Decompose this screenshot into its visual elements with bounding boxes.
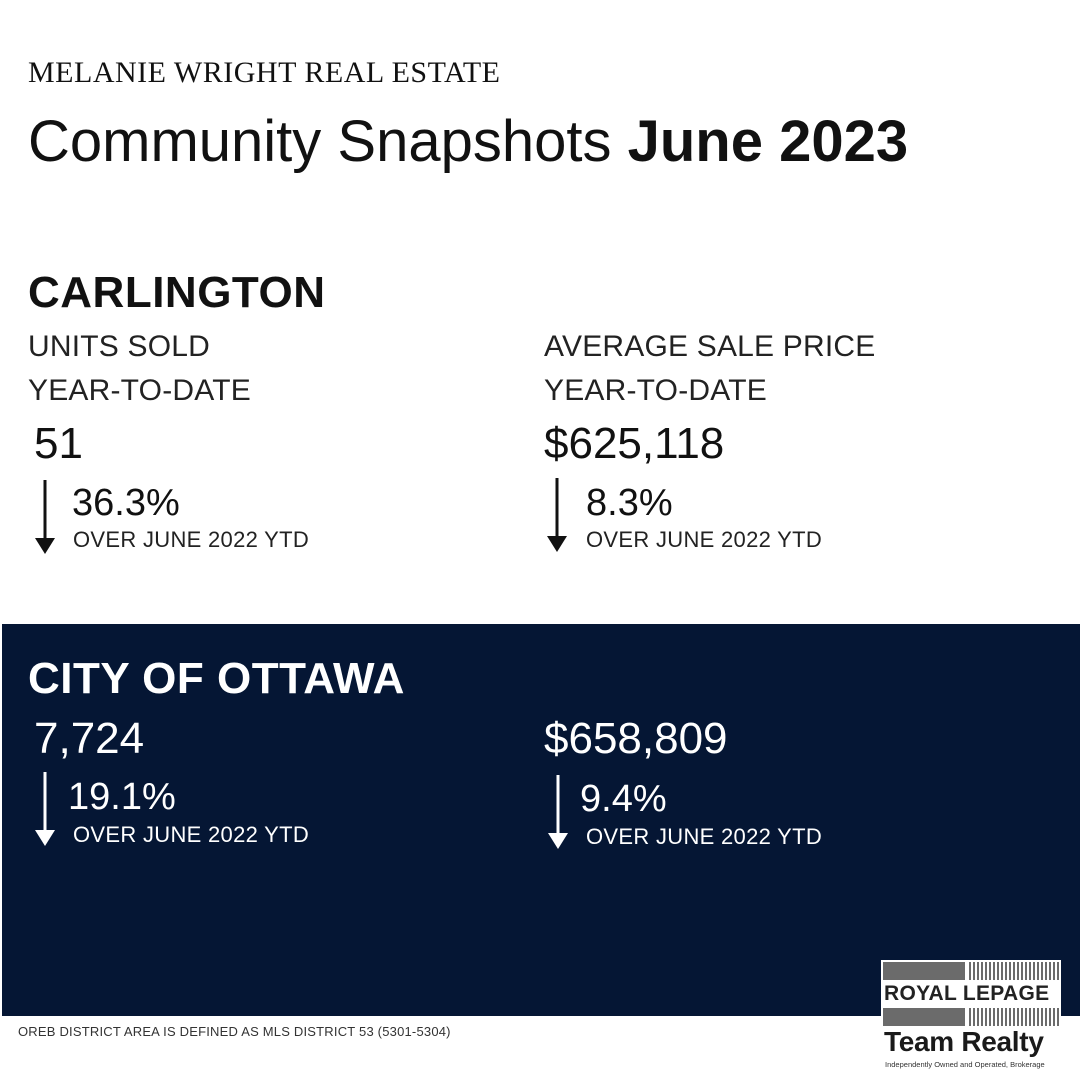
arrow-down-icon bbox=[547, 478, 567, 552]
city-price-value: $658,809 bbox=[544, 714, 728, 763]
royal-lepage-logo: ROYAL LEPAGE Team Realty Independently O… bbox=[881, 960, 1061, 1070]
arrow-down-icon bbox=[548, 775, 568, 849]
city-units-comparison: OVER JUNE 2022 YTD bbox=[73, 822, 310, 847]
city-panel: CITY OF OTTAWA 7,724 19.1% OVER JUNE 202… bbox=[2, 624, 1080, 1016]
footnote: OREB DISTRICT AREA IS DEFINED AS MLS DIS… bbox=[18, 1024, 451, 1039]
units-ytd-label: YEAR-TO-DATE bbox=[28, 374, 251, 407]
community-units-value: 51 bbox=[34, 419, 83, 468]
city-name: CITY OF OTTAWA bbox=[28, 654, 405, 703]
page-title: Community Snapshots June 2023 bbox=[28, 108, 908, 175]
city-units-value: 7,724 bbox=[34, 714, 145, 763]
community-units-change: 36.3% bbox=[72, 482, 180, 524]
arrow-down-icon bbox=[35, 772, 55, 846]
city-price-change: 9.4% bbox=[580, 778, 667, 820]
avg-price-label: AVERAGE SALE PRICE bbox=[544, 330, 876, 363]
community-price-change: 8.3% bbox=[586, 482, 673, 524]
city-price-comparison: OVER JUNE 2022 YTD bbox=[586, 824, 823, 849]
arrow-down-icon bbox=[35, 480, 55, 554]
community-price-value: $625,118 bbox=[544, 419, 725, 468]
brand-name: MELANIE WRIGHT REAL ESTATE bbox=[28, 56, 501, 89]
units-sold-label: UNITS SOLD bbox=[28, 330, 211, 363]
title-regular: Community Snapshots bbox=[28, 109, 612, 174]
community-units-comparison: OVER JUNE 2022 YTD bbox=[73, 527, 310, 552]
city-units-change: 19.1% bbox=[68, 776, 176, 818]
logo-tagline: Independently Owned and Operated, Broker… bbox=[885, 1060, 1045, 1069]
title-bold: June 2023 bbox=[627, 109, 909, 174]
community-price-comparison: OVER JUNE 2022 YTD bbox=[586, 527, 823, 552]
community-name: CARLINGTON bbox=[28, 268, 326, 317]
logo-line2: Team Realty bbox=[884, 1026, 1044, 1057]
logo-line1: ROYAL LEPAGE bbox=[884, 982, 1050, 1005]
price-ytd-label: YEAR-TO-DATE bbox=[544, 374, 767, 407]
